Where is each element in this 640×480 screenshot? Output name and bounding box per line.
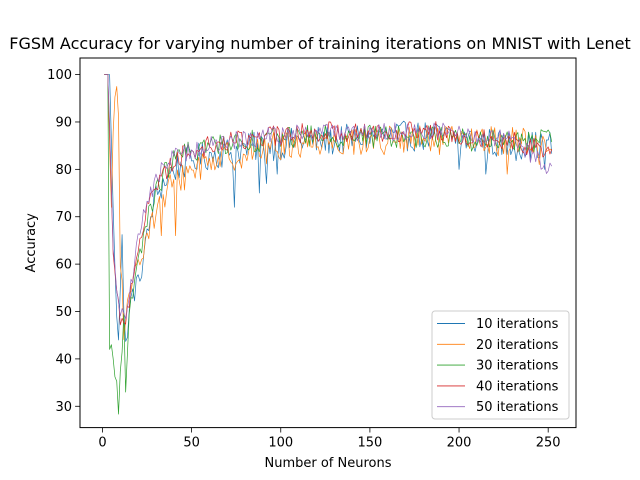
legend-box (431, 310, 570, 420)
legend-label: 50 iterations (476, 400, 559, 415)
y-axis-label: Accuracy (24, 213, 39, 273)
legend-label: 40 iterations (476, 379, 559, 394)
series-line (104, 74, 553, 415)
x-tick-label: 0 (98, 436, 106, 451)
x-tick-label: 50 (183, 436, 200, 451)
x-tick-label: 100 (268, 436, 293, 451)
y-tick-label: 30 (55, 400, 72, 415)
legend-label: 20 iterations (476, 338, 559, 353)
y-axis-ticks: 30 40 50 60 70 80 90 100 (47, 68, 80, 415)
legend-label: 10 iterations (476, 317, 559, 332)
x-axis-ticks: 0 50 100 150 200 250 (98, 427, 561, 451)
plot-frame (79, 57, 577, 429)
y-tick-label: 100 (47, 68, 72, 83)
legend-label: 30 iterations (476, 359, 559, 374)
y-tick-label: 50 (55, 305, 72, 320)
series-line (104, 74, 553, 320)
y-tick-label: 80 (55, 163, 72, 178)
y-tick-label: 70 (55, 210, 72, 225)
legend: 10 iterations 20 iterations 30 iterations 4… (431, 310, 570, 420)
y-tick-label: 40 (55, 352, 72, 367)
chart-title: FGSM Accuracy for varying number of trai… (9, 34, 630, 53)
y-tick-label: 60 (55, 258, 72, 273)
x-tick-label: 150 (357, 436, 382, 451)
x-tick-label: 200 (447, 436, 472, 451)
series-layer (104, 74, 553, 415)
x-axis-label: Number of Neurons (264, 456, 391, 471)
x-tick-label: 250 (536, 436, 561, 451)
y-tick-label: 90 (55, 115, 72, 130)
